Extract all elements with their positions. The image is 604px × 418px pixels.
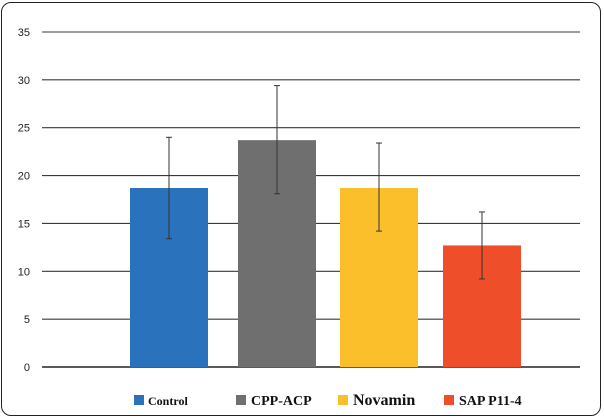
y-tick-label: 35	[18, 27, 30, 39]
y-tick-label: 30	[18, 75, 30, 87]
y-tick-label: 0	[24, 362, 30, 374]
y-tick-label: 5	[24, 314, 30, 326]
legend-label: Control	[148, 394, 188, 408]
legend-swatch	[134, 395, 144, 405]
legend-swatch	[444, 395, 454, 405]
legend-label: CPP-ACP	[251, 394, 312, 409]
y-tick-label: 15	[18, 218, 30, 230]
legend-swatch	[338, 395, 348, 405]
y-tick-label: 20	[18, 171, 30, 183]
y-tick-label: 10	[18, 266, 30, 278]
legend-label: Novamin	[353, 392, 415, 409]
legend-swatch	[236, 395, 246, 405]
y-tick-label: 25	[18, 123, 30, 135]
legend-label: SAP P11-4	[459, 394, 522, 409]
